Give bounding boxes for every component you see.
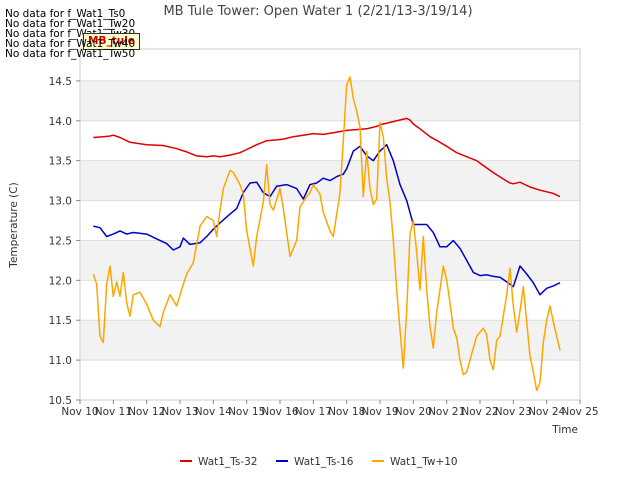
x-tick-label: Nov 25 [561, 406, 598, 418]
legend-label: Wat1_Tw+10 [390, 456, 458, 468]
x-tick-label: Nov 24 [528, 406, 566, 418]
series-line-Wat1_Ts-16 [93, 143, 561, 296]
background-band [80, 80, 580, 121]
x-tick-label: Nov 16 [261, 406, 299, 418]
series-lines [92, 76, 561, 392]
y-tick-label: 11.5 [49, 315, 72, 327]
no-data-message: No data for f_Wat1_Tw20 [5, 18, 136, 30]
y-tick-label: 11.0 [49, 355, 72, 367]
legend: Wat1_Ts-32 Wat1_Ts-16 Wat1_Tw+10 [180, 456, 458, 468]
no-data-message: No data for f_Wat1_Tw40 [5, 38, 136, 50]
x-tick-label: Nov 20 [395, 406, 432, 418]
background-band [80, 240, 580, 281]
y-axis-label: Temperature (C) [8, 182, 20, 268]
x-tick-label: Nov 11 [95, 406, 132, 418]
x-tick-label: Nov 10 [61, 406, 98, 418]
x-tick-label: Nov 21 [428, 406, 465, 418]
chart-title: MB Tule Tower: Open Water 1 (2/21/13-3/1… [163, 4, 472, 19]
x-tick-label: Nov 14 [195, 406, 233, 418]
series-line-Wat1_Ts-32 [93, 117, 561, 198]
y-tick-label: 13.0 [49, 196, 72, 208]
x-axis-label: Time [551, 424, 578, 436]
no-data-message: No data for f_Wat1_Tw50 [5, 48, 136, 60]
x-tick-label: Nov 18 [328, 406, 365, 418]
legend-label: Wat1_Ts-32 [198, 456, 258, 468]
y-tick-label: 12.5 [49, 235, 72, 247]
no-data-message: No data for f_Wat1_Ts0 [5, 8, 126, 20]
y-tick-label: 14.5 [49, 76, 72, 88]
y-tick-label: 10.5 [49, 395, 72, 407]
x-tick-label: Nov 19 [361, 406, 398, 418]
y-axis-ticks: 10.5 11.0 11.5 12.0 12.5 13.0 13.5 14.0 14.5 [49, 76, 80, 407]
y-tick-label: 13.5 [49, 156, 72, 168]
x-tick-label: Nov 22 [461, 406, 498, 418]
no-data-message: No data for f_Wat1_Tw30 [5, 28, 136, 40]
y-tick-label: 12.0 [49, 275, 72, 287]
legend-label: Wat1_Ts-16 [294, 456, 354, 468]
x-tick-label: Nov 23 [495, 406, 532, 418]
x-tick-label: Nov 17 [295, 406, 332, 418]
y-tick-label: 14.0 [49, 116, 72, 128]
series-line-Wat1_Tw+10 [92, 76, 561, 392]
background-band [80, 320, 580, 361]
background-bands [80, 80, 580, 361]
site-badge[interactable]: MB_tule [83, 33, 140, 50]
x-tick-label: Nov 13 [161, 406, 198, 418]
plot-frame [79, 48, 581, 401]
x-tick-label: Nov 12 [128, 406, 165, 418]
x-tick-label: Nov 15 [228, 406, 265, 418]
